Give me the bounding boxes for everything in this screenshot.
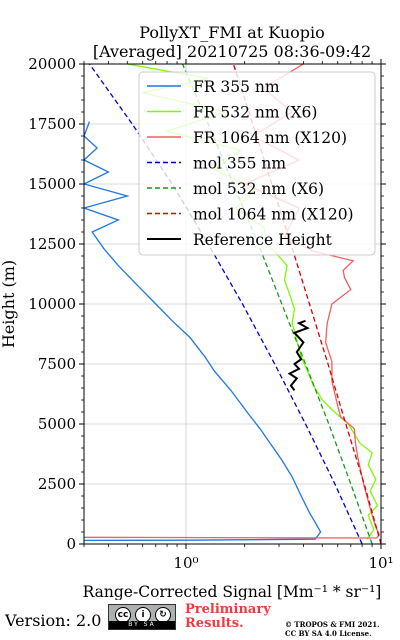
axis-ticks: 0 2500 5000 7500 10000 12500 15000 17500 20000 10… [28,55,393,572]
x-tick-label: 10¹ [368,554,393,572]
chart-title-line1: PollyXT_FMI at Kuopio [139,23,325,42]
cc-badge-strip: BY SA [109,621,175,629]
legend-label: FR 532 nm (X6) [193,104,317,122]
legend-label: FR 355 nm [193,78,280,96]
y-tick-label: 12500 [28,235,76,253]
x-tick-label: 10⁰ [173,554,198,572]
preliminary-results-note: Preliminary Results. [185,603,271,631]
series-line-6 [287,319,310,391]
y-tick-label: 15000 [28,175,76,193]
legend-label: mol 355 nm [193,155,286,173]
legend-label: Reference Height [193,231,333,249]
x-axis-label: Range-Corrected Signal [Mm⁻¹ * sr⁻¹] [83,583,382,600]
y-axis-label: Height (m) [0,260,18,348]
preliminary-line2: Results. [185,616,244,631]
lidar-profile-chart: PollyXT_FMI at Kuopio [Averaged] 2021072… [0,23,394,600]
copyright-note: © TROPOS & FMI 2021. CC BY SA 4.0 Licens… [285,620,380,638]
version-label: Version: 2.0 [5,611,102,630]
share-alike-icon: ↻ [155,607,171,623]
y-tick-label: 17500 [28,115,76,133]
y-tick-label: 7500 [38,355,76,373]
chart-title-line2: [Averaged] 20210725 08:36-09:42 [93,42,371,61]
copyright-line2: CC BY SA 4.0 License. [285,629,372,638]
preliminary-line1: Preliminary [185,602,271,617]
cc-icon: cc [115,607,131,623]
legend-label: mol 1064 nm (X120) [193,206,354,224]
legend-label: mol 532 nm (X6) [193,180,324,198]
cc-by-sa-badge: cc i ↻ BY SA [108,604,176,630]
y-tick-label: 5000 [38,415,76,433]
y-tick-label: 20000 [28,55,76,73]
legend-label: FR 1064 nm (X120) [193,129,347,147]
legend-box [138,71,376,256]
y-tick-label: 0 [66,535,76,553]
legend: FR 355 nm FR 532 nm (X6) FR 1064 nm (X120)… [138,71,376,256]
attribution-icon: i [135,607,151,623]
series-line-4 [181,64,373,544]
copyright-line1: © TROPOS & FMI 2021. [285,620,380,629]
y-tick-label: 2500 [38,475,76,493]
series-line-0 [84,121,322,542]
series-line-3 [88,64,363,544]
y-tick-label: 10000 [28,295,76,313]
